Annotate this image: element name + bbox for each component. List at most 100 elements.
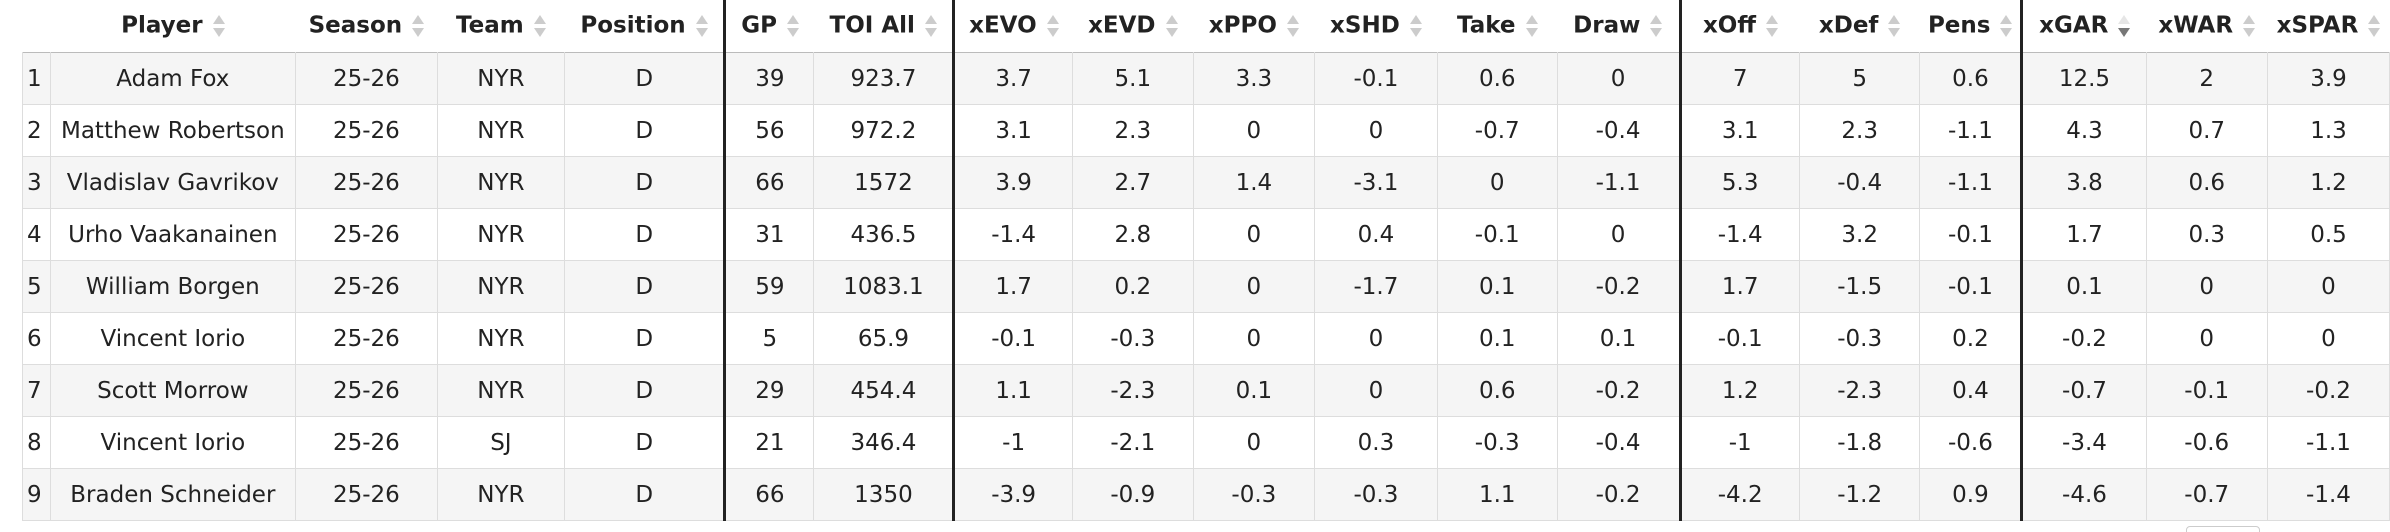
table-cell: -0.6 [2145, 416, 2268, 469]
row-index: 6 [22, 312, 51, 365]
column-header[interactable]: xPPO [1193, 0, 1314, 53]
table-row[interactable]: 2 Matthew Robertson 25-26 NYR D 56 972.2 3.1 2.3… [22, 104, 2390, 157]
column-header[interactable]: xDef [1799, 0, 1920, 53]
column-header[interactable]: xSPAR [2267, 0, 2389, 53]
sort-icon[interactable] [786, 12, 799, 40]
column-header[interactable]: Pens [1919, 0, 2024, 53]
sort-icon[interactable] [2243, 12, 2256, 40]
table-cell: D [564, 156, 727, 209]
table-cell: 25-26 [295, 416, 438, 469]
column-header-text: xDef [1818, 12, 1879, 39]
column-header-text: Position [580, 12, 686, 39]
table-cell: 1350 [813, 468, 956, 521]
table-cell: 3.9 [2266, 52, 2390, 105]
sort-icon[interactable] [2000, 12, 2013, 40]
sort-icon[interactable] [1525, 12, 1538, 40]
table-cell: 0.6 [1919, 52, 2024, 105]
column-header[interactable]: Position [564, 0, 727, 53]
table-row[interactable]: 6 Vincent Iorio 25-26 NYR D 5 65.9 -0.1 -0.3 0 0 0.… [22, 312, 2390, 365]
table-cell: SJ [436, 416, 566, 469]
table-cell: 31 [724, 208, 815, 261]
column-header[interactable]: Take [1437, 0, 1557, 53]
column-header[interactable]: xWAR [2146, 0, 2267, 53]
table-cell: -0.7 [1436, 104, 1558, 157]
sort-icon[interactable] [1650, 12, 1663, 40]
table-row[interactable]: 1 Adam Fox 25-26 NYR D 39 923.7 3.7 5.1 3.3 -0.1 0.… [22, 52, 2390, 105]
table-cell: 1.7 [953, 260, 1073, 313]
table-cell: -1.5 [1798, 260, 1921, 313]
table-row[interactable]: 7 Scott Morrow 25-26 NYR D 29 454.4 1.1 -2.3 0.1 0… [22, 364, 2390, 417]
column-header[interactable]: xOff [1680, 0, 1799, 53]
table-cell: -0.1 [1679, 312, 1800, 365]
sort-icon[interactable] [533, 12, 546, 40]
table-cell: 2.7 [1071, 156, 1194, 209]
column-header-text: xEVO [969, 12, 1037, 39]
table-cell: -0.6 [1919, 416, 2024, 469]
table-cell: D [564, 208, 727, 261]
row-index: 2 [22, 104, 51, 157]
table-cell: Adam Fox [49, 52, 297, 105]
table-row[interactable]: 9 Braden Schneider 25-26 NYR D 66 1350 -3.9 -0.9… [22, 468, 2390, 521]
pagination-control[interactable] [2186, 526, 2260, 532]
column-header[interactable]: Draw [1557, 0, 1682, 53]
table-cell: 0 [1313, 364, 1438, 417]
index-header [23, 0, 51, 53]
table-cell: 2 [2145, 52, 2268, 105]
column-header[interactable]: TOI All [813, 0, 956, 53]
table-cell: -1.1 [1556, 156, 1682, 209]
table-cell: 0 [2145, 260, 2268, 313]
column-header[interactable]: xGAR [2022, 0, 2146, 53]
column-header[interactable]: Team [437, 0, 565, 53]
column-header[interactable]: Player [50, 0, 296, 53]
sort-icon[interactable] [2118, 12, 2131, 40]
table-cell: D [564, 104, 727, 157]
table-cell: 1.1 [953, 364, 1073, 417]
table-cell: 923.7 [813, 52, 956, 105]
sort-icon[interactable] [695, 12, 708, 40]
table-cell: -0.4 [1798, 156, 1921, 209]
table-cell: 3.1 [1679, 104, 1800, 157]
sort-icon[interactable] [2368, 12, 2381, 40]
sort-icon[interactable] [1165, 12, 1178, 40]
table-cell: -1.4 [1679, 208, 1800, 261]
table-cell: 4.3 [2021, 104, 2147, 157]
table-cell: -1 [1679, 416, 1800, 469]
sort-icon[interactable] [412, 12, 425, 40]
table-row[interactable]: 3 Vladislav Gavrikov 25-26 NYR D 66 1572 3.9 2.7… [22, 156, 2390, 209]
table-cell: 3.2 [1798, 208, 1921, 261]
column-header[interactable]: GP [725, 0, 814, 53]
table-cell: NYR [436, 52, 566, 105]
table-cell: 0 [2266, 260, 2390, 313]
column-header-text: xPPO [1208, 12, 1277, 39]
table-cell: 25-26 [295, 364, 438, 417]
sort-icon[interactable] [212, 12, 225, 40]
table-cell: 0.6 [1436, 52, 1558, 105]
row-index: 1 [22, 52, 51, 105]
table-cell: 1.7 [2021, 208, 2147, 261]
sort-icon[interactable] [1888, 12, 1901, 40]
table-cell: -0.1 [2145, 364, 2268, 417]
column-header-text: Take [1456, 12, 1516, 39]
column-header[interactable]: xSHD [1314, 0, 1437, 53]
column-header[interactable]: xEVD [1072, 0, 1193, 53]
table-cell: 0.6 [1436, 364, 1558, 417]
column-header[interactable]: xEVO [954, 0, 1072, 53]
sort-icon[interactable] [1046, 12, 1059, 40]
table-row[interactable]: 8 Vincent Iorio 25-26 SJ D 21 346.4 -1 -2.1 0 0.3-… [22, 416, 2390, 469]
sort-icon[interactable] [924, 12, 937, 40]
table-cell: 25-26 [295, 104, 438, 157]
table-cell: 21 [724, 416, 815, 469]
table-row[interactable]: 4 Urho Vaakanainen 25-26 NYR D 31 436.5 -1.4 2.8… [22, 208, 2390, 261]
sort-icon[interactable] [1765, 12, 1778, 40]
column-header-text: Player [121, 12, 203, 39]
column-header[interactable]: Season [296, 0, 437, 53]
table-row[interactable]: 5 William Borgen 25-26 NYR D 59 1083.1 1.7 0.2 0-… [22, 260, 2390, 313]
sort-icon[interactable] [1286, 12, 1299, 40]
column-header-text: Pens [1927, 12, 1991, 39]
column-header-text: xEVD [1088, 12, 1156, 39]
sort-icon[interactable] [1409, 12, 1422, 40]
table-cell: 2.8 [1071, 208, 1194, 261]
table-cell: 3.8 [2021, 156, 2147, 209]
table-cell: -0.1 [953, 312, 1073, 365]
